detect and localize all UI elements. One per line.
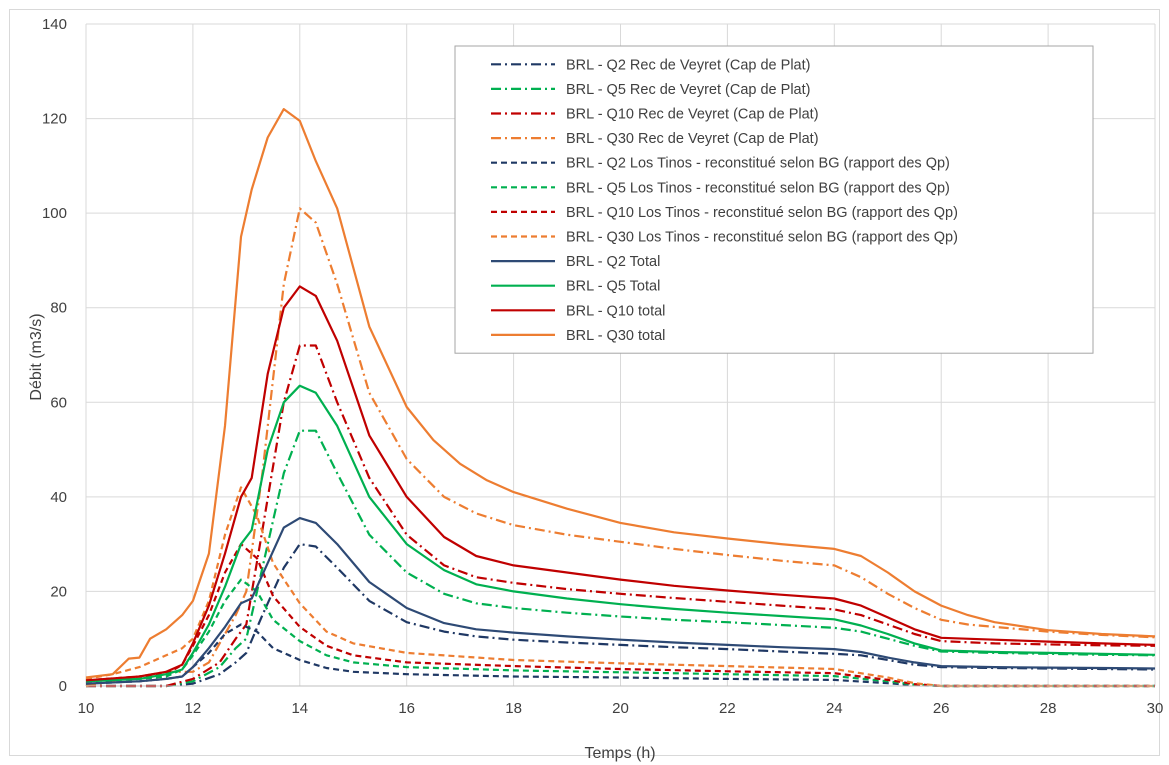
x-tick-label: 26: [933, 700, 950, 717]
series-line-4: [85, 207, 1156, 688]
x-tick-label: 10: [78, 700, 95, 717]
series-line-2: [86, 429, 1156, 688]
legend-label: BRL - Q30 Rec de Veyret (Cap de Plat): [566, 131, 819, 147]
series-line-8: [85, 486, 1155, 688]
chart-frame: [9, 9, 1160, 756]
series-line-3: [86, 344, 1156, 688]
legend-label: BRL - Q10 Rec de Veyret (Cap de Plat): [566, 107, 819, 123]
y-tick-label: 120: [42, 111, 67, 128]
y-tick-label: 40: [50, 489, 67, 506]
legend-label: BRL - Q2 Los Tinos - reconstitué selon B…: [566, 156, 950, 172]
y-tick-label: 60: [50, 394, 67, 411]
series-line-11: [85, 285, 1156, 682]
y-tick-label: 0: [59, 678, 67, 695]
x-tick-label: 30: [1147, 700, 1164, 717]
series-line-7: [85, 543, 1155, 688]
legend-label: BRL - Q5 Los Tinos - reconstitué selon B…: [566, 180, 950, 196]
series-line-9: [85, 517, 1156, 685]
legend-label: BRL - Q30 Los Tinos - reconstitué selon …: [566, 230, 958, 246]
axes: 10 12 14 16 18 20 22 24 26 28 30 0 20 40 60 80 100 120 140: [42, 16, 1163, 717]
series-lines: [85, 108, 1156, 688]
y-tick-label: 80: [50, 300, 67, 317]
legend-label: BRL - Q2 Rec de Veyret (Cap de Plat): [566, 57, 810, 73]
series-line-12: [85, 108, 1156, 679]
x-tick-label: 18: [505, 700, 522, 717]
y-axis-title: Débit (m3/s): [28, 313, 45, 400]
legend-label: BRL - Q30 total: [566, 328, 665, 344]
x-tick-label: 12: [185, 700, 202, 717]
legend-label: BRL - Q5 Rec de Veyret (Cap de Plat): [566, 82, 810, 98]
x-tick-label: 28: [1040, 700, 1057, 717]
y-tick-label: 100: [42, 205, 67, 222]
x-tick-label: 24: [826, 700, 843, 717]
x-tick-label: 14: [291, 700, 308, 717]
x-tick-label: 16: [398, 700, 415, 717]
legend-label: BRL - Q10 total: [566, 303, 665, 319]
y-tick-label: 140: [42, 16, 67, 33]
series-line-10: [85, 384, 1156, 683]
y-tick-label: 20: [50, 583, 67, 600]
legend-label: BRL - Q5 Total: [566, 279, 660, 295]
x-tick-label: 22: [719, 700, 736, 717]
x-axis-title: Temps (h): [584, 745, 655, 762]
legend: BRL - Q2 Rec de Veyret (Cap de Plat) BRL …: [454, 45, 1094, 354]
legend-label: BRL - Q2 Total: [566, 254, 660, 270]
legend-label: BRL - Q10 Los Tinos - reconstitué selon …: [566, 205, 958, 221]
x-tick-label: 20: [612, 700, 629, 717]
legend-box: [454, 45, 1094, 354]
